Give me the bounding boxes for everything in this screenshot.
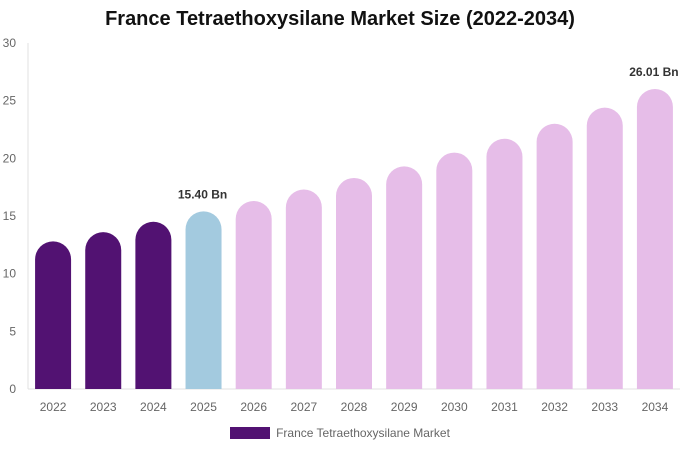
x-tick-label: 2027 — [290, 400, 317, 414]
bar — [386, 166, 423, 389]
x-tick-label: 2033 — [591, 400, 618, 414]
bar — [486, 138, 523, 389]
bar — [85, 232, 122, 389]
x-tick-label: 2028 — [341, 400, 368, 414]
x-tick-label: 2031 — [491, 400, 518, 414]
x-tick-label: 2025 — [190, 400, 217, 414]
chart-title: France Tetraethoxysilane Market Size (20… — [105, 8, 575, 30]
bar — [285, 189, 322, 389]
x-tick-label: 2022 — [40, 400, 67, 414]
y-tick-label: 25 — [3, 94, 17, 108]
y-tick-label: 20 — [3, 151, 17, 165]
bar — [185, 211, 222, 389]
data-label: 15.40 Bn — [178, 187, 227, 201]
legend-swatch — [230, 427, 271, 439]
x-tick-label: 2029 — [391, 400, 418, 414]
data-label: 26.01 Bn — [629, 65, 678, 79]
bar — [235, 201, 272, 389]
legend: France Tetraethoxysilane Market — [0, 426, 680, 440]
x-tick-label: 2026 — [240, 400, 267, 414]
bar — [586, 107, 623, 389]
y-tick-label: 15 — [3, 209, 17, 223]
legend-label: France Tetraethoxysilane Market — [276, 426, 450, 440]
y-tick-label: 10 — [3, 267, 17, 281]
bar — [536, 123, 573, 389]
y-tick-label: 0 — [9, 382, 16, 396]
bar — [35, 241, 72, 389]
x-tick-label: 2032 — [541, 400, 568, 414]
x-tick-label: 2034 — [642, 400, 669, 414]
y-tick-label: 5 — [9, 324, 16, 338]
x-tick-label: 2030 — [441, 400, 468, 414]
bar — [436, 152, 473, 389]
bar — [135, 221, 172, 389]
x-tick-label: 2023 — [90, 400, 117, 414]
x-tick-label: 2024 — [140, 400, 167, 414]
bar — [336, 177, 372, 389]
bar — [636, 89, 673, 389]
y-tick-label: 30 — [3, 36, 17, 50]
